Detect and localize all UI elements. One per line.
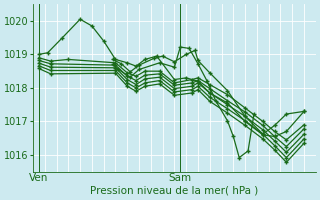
X-axis label: Pression niveau de la mer( hPa ): Pression niveau de la mer( hPa ): [90, 186, 259, 196]
